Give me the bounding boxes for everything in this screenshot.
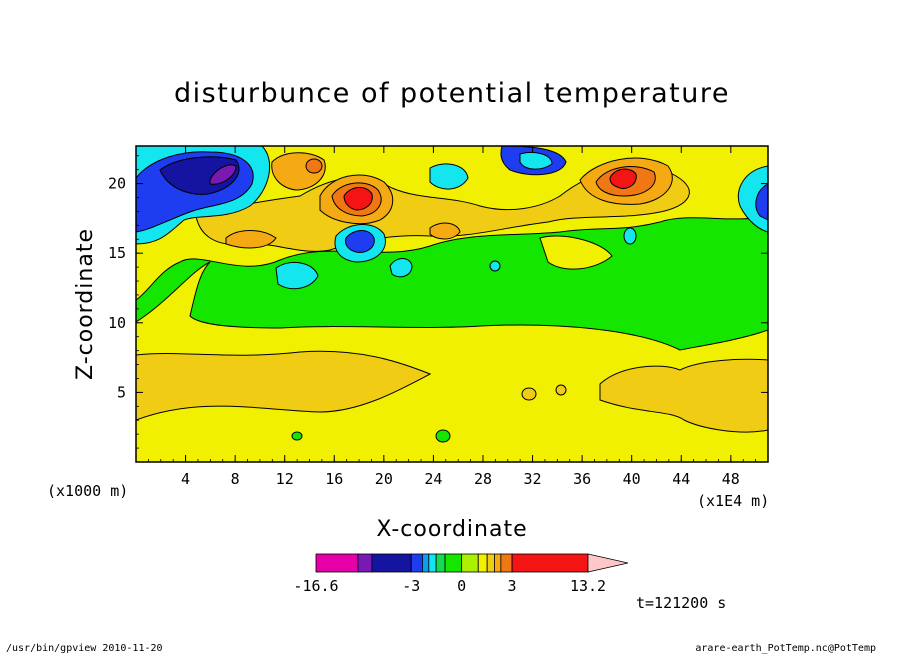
x-tick-label: 36 <box>573 470 591 488</box>
field-warm-blob-mid <box>429 222 461 240</box>
colorbar-segment <box>315 553 359 573</box>
field-cold-pocket-dot <box>623 227 637 245</box>
footer-left: /usr/bin/gpview 2010-11-20 <box>6 643 163 654</box>
field-lower-orange-dot-b <box>555 384 567 396</box>
colorbar-segment <box>422 553 430 573</box>
colorbar-segment <box>444 553 463 573</box>
field-warm-core-center <box>343 187 373 211</box>
field-lower-orange-right <box>599 358 768 433</box>
field-cold-pocket-mid <box>429 163 469 190</box>
y-tick-label: 20 <box>108 175 126 193</box>
colorbar-segment <box>511 553 589 573</box>
field-cold-pocket-wide <box>275 261 319 290</box>
x-tick-label: 20 <box>375 470 393 488</box>
x-tick-label: 28 <box>474 470 492 488</box>
colorbar-segment <box>486 553 495 573</box>
colorbar-segment <box>500 553 513 573</box>
y-tick-label: 5 <box>117 383 126 401</box>
colorbar-labels: -16.6 -3 0 3 13.2 <box>293 577 606 595</box>
x-ticks: 4 8 12 16 20 24 28 32 36 40 44 48 <box>147 146 757 488</box>
field-cold-deep-left <box>159 156 240 195</box>
colorbar-segment <box>357 553 373 573</box>
field-green-dot-a <box>291 431 303 441</box>
y-ticks: 5 10 15 20 <box>108 155 768 449</box>
field-warm-core-right <box>609 168 637 189</box>
colorbar-label: 3 <box>508 577 517 595</box>
x-tick-label: 40 <box>623 470 641 488</box>
field-yellow-blob <box>539 235 613 270</box>
colorbar-label: 0 <box>457 577 466 595</box>
colorbar-segment <box>435 553 446 573</box>
field-green-dot-b <box>435 429 451 443</box>
field-lower-orange-dot-a <box>521 387 537 401</box>
colorbar-label: -16.6 <box>293 577 338 595</box>
field-warm-blob-low <box>225 230 277 249</box>
field-warm-blob-left-inner <box>305 158 323 174</box>
y-axis-label: Z-coordinate <box>73 228 98 380</box>
field-cold-pocket-center-core <box>345 230 375 253</box>
x-tick-label: 12 <box>276 470 294 488</box>
colorbar-label: 13.2 <box>570 577 606 595</box>
x-tick-label: 8 <box>231 470 240 488</box>
colorbar-segment <box>494 553 502 573</box>
colorbar-arrow <box>587 553 629 573</box>
y-unit-label: (x1000 m) <box>47 482 128 500</box>
field-cold-core-right <box>755 183 768 221</box>
field-lower-orange-band <box>136 350 432 421</box>
plot-frame <box>135 145 769 463</box>
colorbar-label: -3 <box>402 577 420 595</box>
x-tick-label: 44 <box>672 470 690 488</box>
colorbar-segment <box>477 553 488 573</box>
y-tick-label: 15 <box>108 244 126 262</box>
time-label: t=121200 s <box>636 594 726 612</box>
x-axis-label: X-coordinate <box>376 517 527 542</box>
x-tick-label: 16 <box>325 470 343 488</box>
field-cold-violet-left <box>209 164 237 185</box>
footer-right: arare-earth_PotTemp.nc@PotTemp <box>695 643 876 654</box>
x-tick-label: 48 <box>722 470 740 488</box>
field-cold-pocket-small <box>389 258 413 278</box>
field-cold-pocket-top-inner <box>519 151 553 170</box>
colorbar-segment <box>461 553 479 573</box>
chart-title: disturbunce of potential temperature <box>174 78 730 109</box>
field-cold-pocket-dot-b <box>489 260 501 272</box>
y-tick-label: 10 <box>108 314 126 332</box>
colorbar-segment <box>428 553 437 573</box>
colorbar-segment <box>410 553 423 573</box>
x-tick-label: 4 <box>181 470 190 488</box>
x-tick-label: 24 <box>424 470 442 488</box>
colorbar-segment <box>371 553 412 573</box>
colorbar <box>315 553 629 573</box>
plot-area <box>136 146 768 462</box>
x-tick-label: 32 <box>524 470 542 488</box>
x-unit-label: (x1E4 m) <box>697 492 769 510</box>
